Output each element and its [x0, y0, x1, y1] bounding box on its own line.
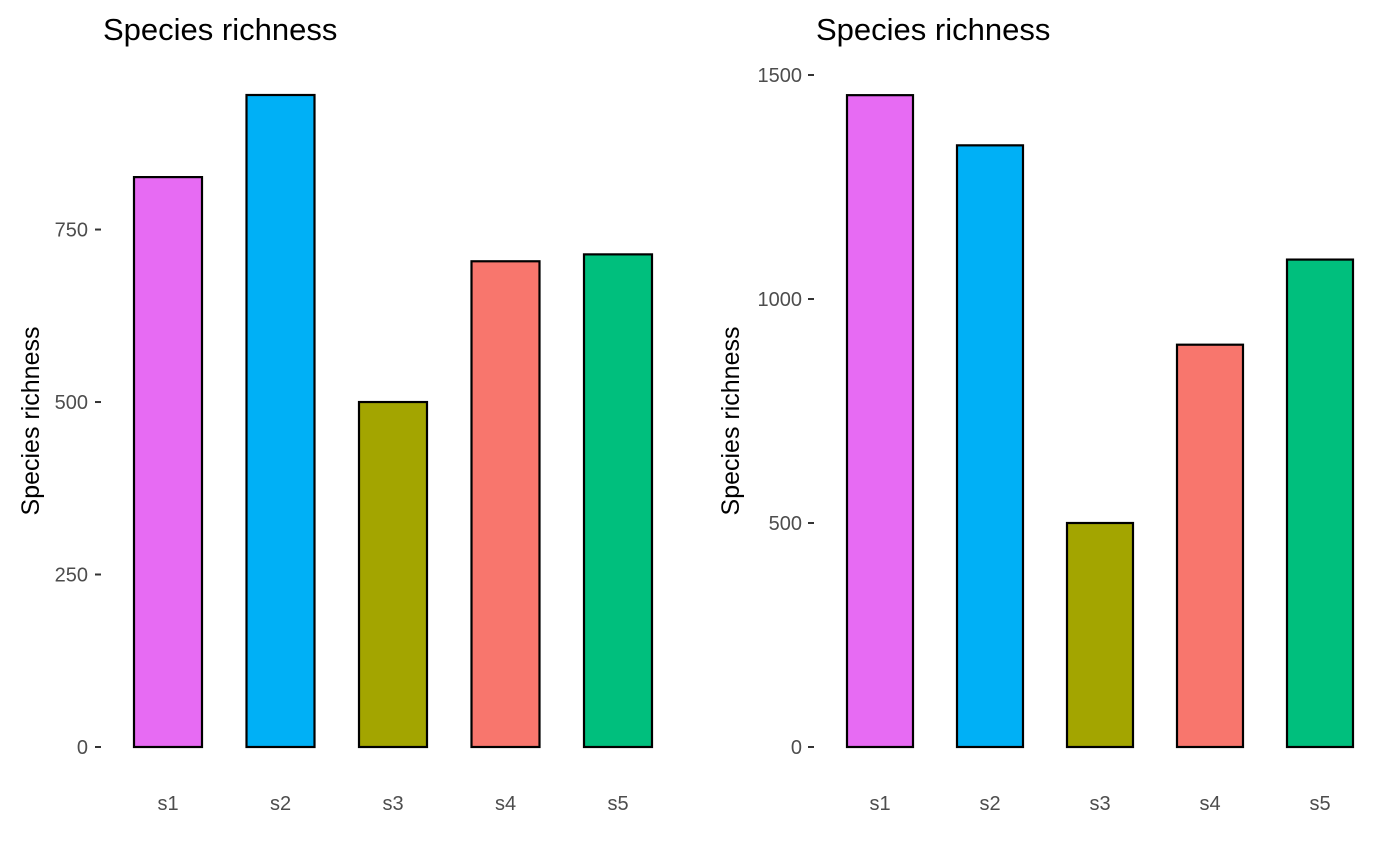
- chart-panel-right: Species richness Species richness 0 500 10…: [717, 12, 1355, 815]
- y-tick-label: 750: [55, 220, 88, 242]
- chart-title-left: Species richness: [103, 12, 337, 47]
- y-tick-label: 1000: [758, 289, 803, 311]
- bar-s3: [1065, 521, 1135, 749]
- bar-s5: [582, 253, 654, 749]
- y-axis-label-left: Species richness: [17, 327, 45, 516]
- y-tick-label: 500: [55, 392, 88, 414]
- bar-s1: [132, 176, 204, 749]
- x-tick-label-s2: s2: [270, 793, 291, 815]
- bar-s1: [845, 94, 915, 749]
- x-ticks-right: s1 s2 s3 s4 s5: [869, 793, 1330, 815]
- y-tick-label: 250: [55, 565, 88, 587]
- x-tick-label-s3: s3: [382, 793, 403, 815]
- x-ticks-left: s1 s2 s3 s4 s5: [157, 793, 628, 815]
- x-tick-label-s1: s1: [157, 793, 178, 815]
- bars-left: [132, 93, 654, 749]
- x-tick-label-s4: s4: [495, 793, 516, 815]
- y-tick-label: 0: [791, 737, 802, 759]
- bars-right: [845, 94, 1355, 749]
- bar-s3: [357, 400, 429, 749]
- y-tick-label: 1500: [758, 65, 803, 87]
- chart-panel-left: Species richness Species richness 0 250 50…: [17, 12, 654, 815]
- y-ticks-left: 0 250 500 750: [55, 220, 101, 759]
- x-tick-label-s4: s4: [1199, 793, 1220, 815]
- bar-s4: [470, 260, 541, 749]
- x-tick-label-s5: s5: [1309, 793, 1330, 815]
- chart-title-right: Species richness: [816, 12, 1050, 47]
- y-tick-label: 0: [77, 737, 88, 759]
- x-tick-label-s5: s5: [607, 793, 628, 815]
- x-tick-label-s1: s1: [869, 793, 890, 815]
- x-tick-label-s3: s3: [1089, 793, 1110, 815]
- y-tick-label: 500: [769, 513, 802, 535]
- bar-s4: [1175, 343, 1245, 749]
- y-ticks-right: 0 500 1000 1500: [758, 65, 814, 759]
- bar-s2: [245, 93, 316, 749]
- y-axis-label-right: Species richness: [717, 327, 745, 516]
- x-tick-label-s2: s2: [979, 793, 1000, 815]
- bar-s2: [955, 144, 1025, 749]
- bar-s5: [1285, 258, 1355, 749]
